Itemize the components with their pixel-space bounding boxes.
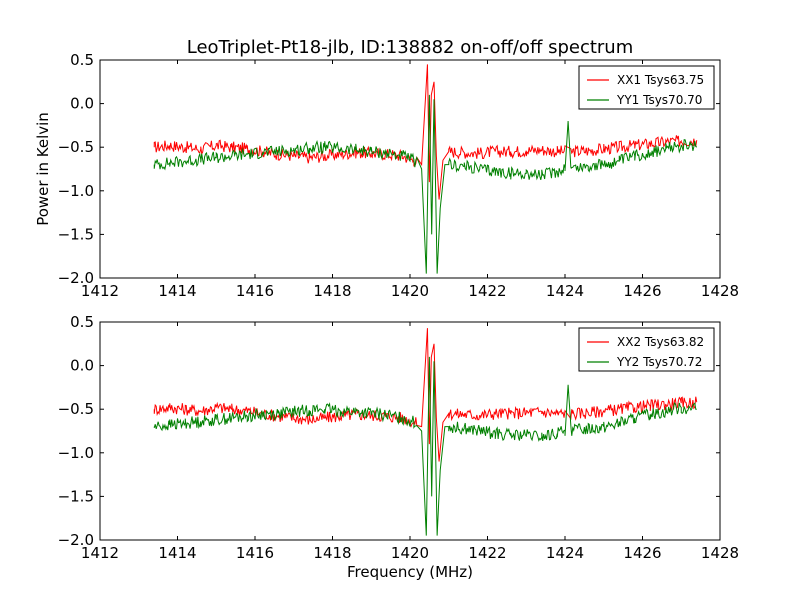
x-tick-label: 1424: [546, 544, 584, 562]
y-tick-label: 0.0: [70, 357, 94, 375]
y-tick-label: −0.5: [58, 400, 94, 418]
x-tick-label: 1428: [701, 544, 739, 562]
chart-title: LeoTriplet-Pt18-jlb, ID:138882 on-off/of…: [187, 37, 634, 58]
series-line-yy2: [153, 356, 697, 536]
legend-label: YY1 Tsys70.70: [616, 93, 702, 107]
y-tick-label: 0.5: [70, 313, 94, 331]
y-tick-label: −2.0: [58, 269, 94, 287]
x-axis-label: Frequency (MHz): [347, 563, 473, 581]
legend: XX1 Tsys63.75 YY1 Tsys70.70: [578, 65, 715, 110]
y-tick-label: −1.0: [58, 182, 94, 200]
x-tick-label: 1426: [623, 282, 661, 300]
x-tick-label: 1414: [158, 282, 196, 300]
y-tick-label: −1.5: [58, 487, 94, 505]
x-tick-label: 1428: [701, 282, 739, 300]
x-tick-label: 1426: [623, 544, 661, 562]
y-tick-label: 0.0: [70, 95, 94, 113]
x-tick-label: 1420: [391, 544, 429, 562]
legend-box: [578, 327, 715, 372]
bottom-panel: 1412 1414 1416 1418 1420 1422 1424 1426 1428 0.5 0…: [58, 313, 740, 562]
series-line-yy1: [153, 94, 698, 274]
y-tick-label: −0.5: [58, 138, 94, 156]
legend-label: XX1 Tsys63.75: [617, 73, 704, 87]
legend-label: YY2 Tsys70.72: [616, 355, 702, 369]
x-tick-label: 1418: [313, 282, 351, 300]
y-axis-label: Power in Kelvin: [34, 112, 52, 226]
top-panel: 1412 1414 1416 1418 1420 1422 1424 1426 1428 0.5 0…: [58, 51, 740, 300]
x-tick-label: 1422: [468, 544, 506, 562]
x-tick-label: 1414: [158, 544, 196, 562]
y-tick-label: −1.0: [58, 444, 94, 462]
legend-label: XX2 Tsys63.82: [617, 335, 704, 349]
y-tick-label: −2.0: [58, 531, 94, 549]
x-tick-label: 1416: [236, 282, 274, 300]
legend: XX2 Tsys63.82 YY2 Tsys70.72: [578, 327, 715, 372]
x-tick-label: 1412: [81, 544, 119, 562]
legend-box: [578, 65, 715, 110]
x-tick-label: 1424: [546, 282, 584, 300]
x-tick-label: 1420: [391, 282, 429, 300]
y-tick-label: 0.5: [70, 51, 94, 69]
x-tick-label: 1418: [313, 544, 351, 562]
x-tick-label: 1412: [81, 282, 119, 300]
y-tick-label: −1.5: [58, 225, 94, 243]
x-tick-label: 1416: [236, 544, 274, 562]
x-tick-label: 1422: [468, 282, 506, 300]
